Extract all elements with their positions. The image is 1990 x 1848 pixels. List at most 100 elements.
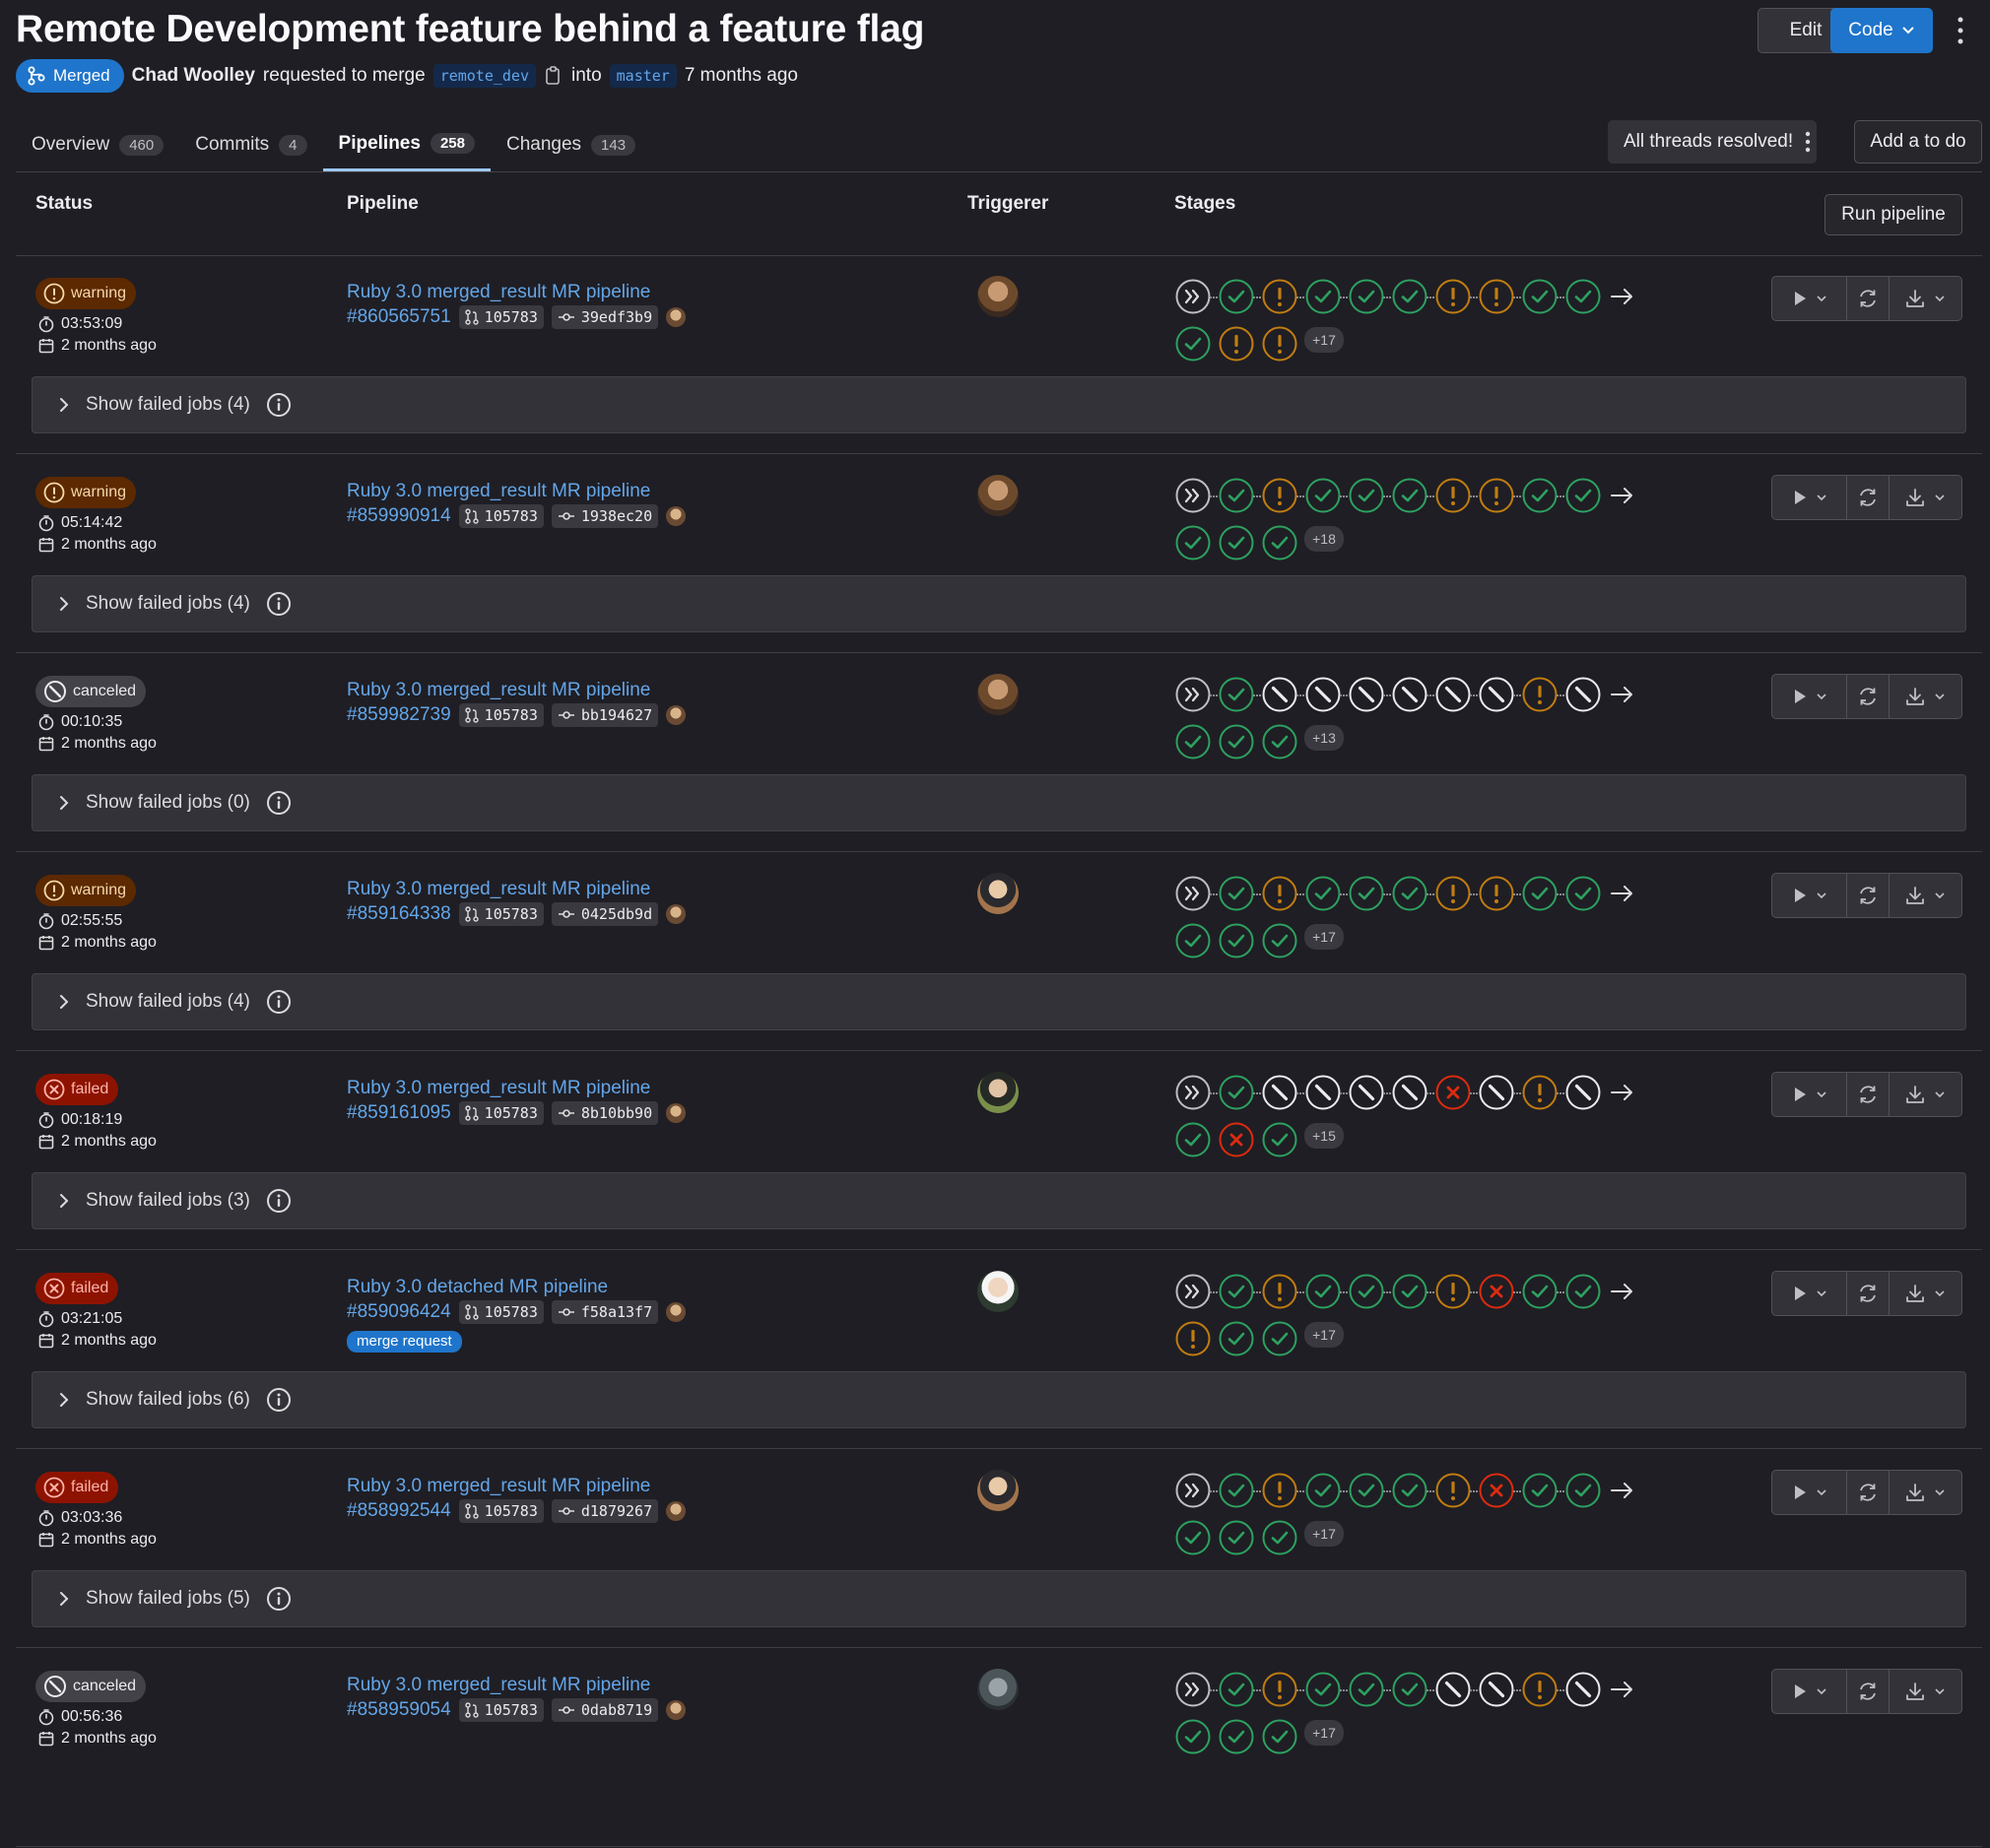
show-failed-jobs-toggle[interactable]: Show failed jobs (6): [32, 1371, 1966, 1428]
download-artifacts-dropdown[interactable]: [1890, 1073, 1961, 1116]
stage-canceled-icon[interactable]: [1478, 1074, 1515, 1111]
commit-sha[interactable]: f58a13f7: [551, 1300, 659, 1324]
stage-success-icon[interactable]: [1391, 278, 1428, 315]
stage-success-icon[interactable]: [1218, 1074, 1255, 1111]
pipeline-status-badge[interactable]: failed: [35, 1472, 119, 1503]
stage-success-icon[interactable]: [1218, 1472, 1255, 1509]
pipeline-name-link[interactable]: Ruby 3.0 merged_result MR pipeline: [347, 680, 651, 700]
downstream-success-icon[interactable]: [1218, 1718, 1255, 1755]
commit-sha[interactable]: 39edf3b9: [551, 305, 659, 329]
commit-author-avatar[interactable]: [666, 1103, 687, 1123]
stage-success-icon[interactable]: [1521, 278, 1559, 315]
more-downstream-badge[interactable]: +17: [1304, 924, 1344, 950]
stage-skipped-icon[interactable]: [1174, 1273, 1212, 1310]
downstream-success-icon[interactable]: [1261, 1718, 1298, 1755]
stage-canceled-icon[interactable]: [1434, 1671, 1472, 1708]
tab-commits[interactable]: Commits 4: [179, 118, 322, 171]
downstream-success-icon[interactable]: [1218, 524, 1255, 561]
commit-sha[interactable]: 0425db9d: [551, 902, 659, 926]
commit-author-avatar[interactable]: [666, 1302, 687, 1322]
commit-sha[interactable]: d1879267: [551, 1499, 659, 1523]
show-failed-jobs-toggle[interactable]: Show failed jobs (4): [32, 973, 1966, 1030]
manual-jobs-dropdown[interactable]: [1772, 1073, 1848, 1116]
triggerer-avatar[interactable]: [977, 1072, 1019, 1113]
add-todo-button[interactable]: Add a to do: [1854, 120, 1982, 164]
stage-warning-icon[interactable]: [1434, 1472, 1472, 1509]
info-icon[interactable]: [266, 989, 292, 1015]
pipeline-name-link[interactable]: Ruby 3.0 detached MR pipeline: [347, 1277, 609, 1297]
download-artifacts-dropdown[interactable]: [1890, 1471, 1961, 1514]
stage-canceled-icon[interactable]: [1391, 676, 1428, 713]
stage-success-icon[interactable]: [1218, 676, 1255, 713]
stage-success-icon[interactable]: [1218, 477, 1255, 514]
stage-warning-icon[interactable]: [1434, 278, 1472, 315]
stage-skipped-icon[interactable]: [1174, 1074, 1212, 1111]
retry-button[interactable]: [1847, 675, 1890, 718]
show-failed-jobs-toggle[interactable]: Show failed jobs (3): [32, 1172, 1966, 1229]
retry-button[interactable]: [1847, 1272, 1890, 1315]
stage-failed-icon[interactable]: [1434, 1074, 1472, 1111]
downstream-success-icon[interactable]: [1218, 1519, 1255, 1556]
stage-warning-icon[interactable]: [1261, 875, 1298, 912]
pipeline-status-badge[interactable]: canceled: [35, 1671, 147, 1702]
stage-canceled-icon[interactable]: [1261, 676, 1298, 713]
stage-success-icon[interactable]: [1348, 1671, 1385, 1708]
manual-jobs-dropdown[interactable]: [1772, 1670, 1848, 1713]
merge-request-ref[interactable]: 105783: [458, 305, 544, 329]
stage-warning-icon[interactable]: [1261, 278, 1298, 315]
merge-request-ref[interactable]: 105783: [458, 703, 544, 727]
retry-button[interactable]: [1847, 476, 1890, 519]
stage-canceled-icon[interactable]: [1564, 1671, 1602, 1708]
stage-skipped-icon[interactable]: [1174, 1671, 1212, 1708]
download-artifacts-dropdown[interactable]: [1890, 1670, 1961, 1713]
stage-success-icon[interactable]: [1348, 875, 1385, 912]
author-name[interactable]: Chad Woolley: [131, 65, 255, 86]
stage-success-icon[interactable]: [1564, 477, 1602, 514]
info-icon[interactable]: [266, 790, 292, 816]
stage-success-icon[interactable]: [1521, 875, 1559, 912]
stage-success-icon[interactable]: [1391, 1472, 1428, 1509]
manual-jobs-dropdown[interactable]: [1772, 1272, 1848, 1315]
stage-skipped-icon[interactable]: [1174, 875, 1212, 912]
more-downstream-badge[interactable]: +17: [1304, 1322, 1344, 1348]
triggerer-avatar[interactable]: [977, 1470, 1019, 1511]
stage-warning-icon[interactable]: [1434, 477, 1472, 514]
downstream-success-icon[interactable]: [1261, 922, 1298, 959]
kebab-icon[interactable]: [1803, 129, 1813, 155]
tab-overview[interactable]: Overview 460: [16, 118, 179, 171]
retry-button[interactable]: [1847, 1471, 1890, 1514]
stage-failed-icon[interactable]: [1478, 1472, 1515, 1509]
downstream-success-icon[interactable]: [1174, 1519, 1212, 1556]
pipeline-id-link[interactable]: #858959054: [347, 1699, 451, 1720]
more-downstream-badge[interactable]: +13: [1304, 725, 1344, 751]
stage-success-icon[interactable]: [1304, 278, 1342, 315]
info-icon[interactable]: [266, 1188, 292, 1214]
commit-sha[interactable]: 8b10bb90: [551, 1101, 659, 1125]
stage-success-icon[interactable]: [1564, 278, 1602, 315]
manual-jobs-dropdown[interactable]: [1772, 675, 1848, 718]
triggerer-avatar[interactable]: [977, 1669, 1019, 1710]
stage-canceled-icon[interactable]: [1478, 1671, 1515, 1708]
download-artifacts-dropdown[interactable]: [1890, 277, 1961, 320]
stage-success-icon[interactable]: [1348, 477, 1385, 514]
retry-button[interactable]: [1847, 874, 1890, 917]
downstream-success-icon[interactable]: [1174, 723, 1212, 760]
more-actions-icon[interactable]: [1951, 14, 1970, 47]
manual-jobs-dropdown[interactable]: [1772, 874, 1848, 917]
commit-author-avatar[interactable]: [666, 506, 687, 526]
manual-jobs-dropdown[interactable]: [1772, 1471, 1848, 1514]
stage-success-icon[interactable]: [1564, 1273, 1602, 1310]
stage-warning-icon[interactable]: [1521, 1074, 1559, 1111]
stage-success-icon[interactable]: [1218, 1671, 1255, 1708]
downstream-warning-icon[interactable]: [1218, 325, 1255, 363]
downstream-success-icon[interactable]: [1174, 1718, 1212, 1755]
stage-warning-icon[interactable]: [1261, 477, 1298, 514]
download-artifacts-dropdown[interactable]: [1890, 1272, 1961, 1315]
stage-success-icon[interactable]: [1564, 875, 1602, 912]
pipeline-status-badge[interactable]: failed: [35, 1273, 119, 1304]
triggerer-avatar[interactable]: [977, 873, 1019, 914]
retry-button[interactable]: [1847, 277, 1890, 320]
triggerer-avatar[interactable]: [977, 1271, 1019, 1312]
stage-warning-icon[interactable]: [1478, 477, 1515, 514]
stage-success-icon[interactable]: [1564, 1472, 1602, 1509]
